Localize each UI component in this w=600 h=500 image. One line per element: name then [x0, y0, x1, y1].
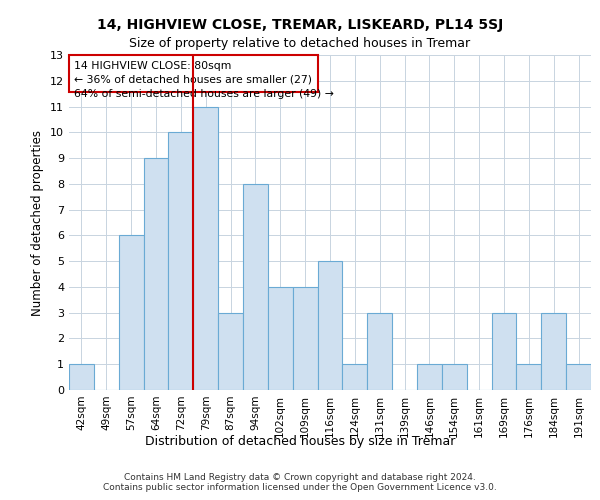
- Bar: [442, 364, 467, 390]
- Bar: [69, 364, 94, 390]
- Text: Size of property relative to detached houses in Tremar: Size of property relative to detached ho…: [130, 38, 470, 51]
- Bar: [193, 106, 218, 390]
- Bar: [243, 184, 268, 390]
- Bar: [566, 364, 591, 390]
- Bar: [367, 312, 392, 390]
- Text: 14, HIGHVIEW CLOSE, TREMAR, LISKEARD, PL14 5SJ: 14, HIGHVIEW CLOSE, TREMAR, LISKEARD, PL…: [97, 18, 503, 32]
- Bar: [491, 312, 517, 390]
- Text: 64% of semi-detached houses are larger (49) →: 64% of semi-detached houses are larger (…: [74, 89, 334, 99]
- Bar: [143, 158, 169, 390]
- Text: Contains HM Land Registry data © Crown copyright and database right 2024.: Contains HM Land Registry data © Crown c…: [124, 472, 476, 482]
- Y-axis label: Number of detached properties: Number of detached properties: [31, 130, 44, 316]
- Bar: [169, 132, 193, 390]
- Text: Distribution of detached houses by size in Tremar: Distribution of detached houses by size …: [145, 435, 455, 448]
- Bar: [293, 287, 317, 390]
- Bar: [417, 364, 442, 390]
- Text: 14 HIGHVIEW CLOSE: 80sqm: 14 HIGHVIEW CLOSE: 80sqm: [74, 60, 232, 70]
- Bar: [268, 287, 293, 390]
- Bar: [218, 312, 243, 390]
- Bar: [70, 55, 317, 92]
- Text: ← 36% of detached houses are smaller (27): ← 36% of detached houses are smaller (27…: [74, 75, 313, 85]
- Bar: [343, 364, 367, 390]
- Bar: [119, 236, 143, 390]
- Text: Contains public sector information licensed under the Open Government Licence v3: Contains public sector information licen…: [103, 482, 497, 492]
- Bar: [317, 261, 343, 390]
- Bar: [541, 312, 566, 390]
- Bar: [517, 364, 541, 390]
